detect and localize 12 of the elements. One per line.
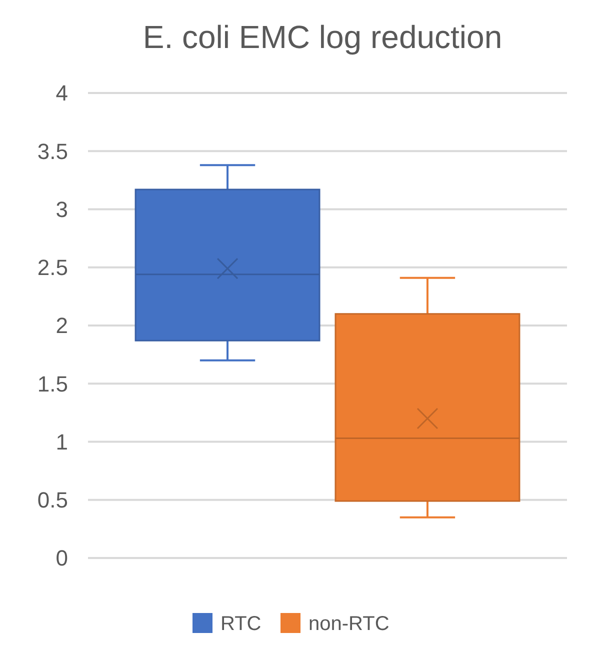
- y-tick-label: 2: [56, 313, 68, 338]
- y-tick-label: 0.5: [37, 488, 68, 513]
- legend-label: non-RTC: [308, 613, 390, 635]
- y-tick-label: 1: [56, 429, 68, 454]
- y-tick-label: 1.5: [37, 371, 68, 396]
- y-tick-label: 3: [56, 196, 68, 222]
- legend-label: RTC: [220, 613, 262, 635]
- y-tick-label: 0: [56, 546, 68, 571]
- chart-title: E. coli EMC log reduction: [142, 19, 502, 55]
- y-tick-label: 4: [56, 80, 68, 106]
- y-tick-label: 3.5: [37, 138, 68, 164]
- y-tick-label: 2.5: [37, 255, 68, 280]
